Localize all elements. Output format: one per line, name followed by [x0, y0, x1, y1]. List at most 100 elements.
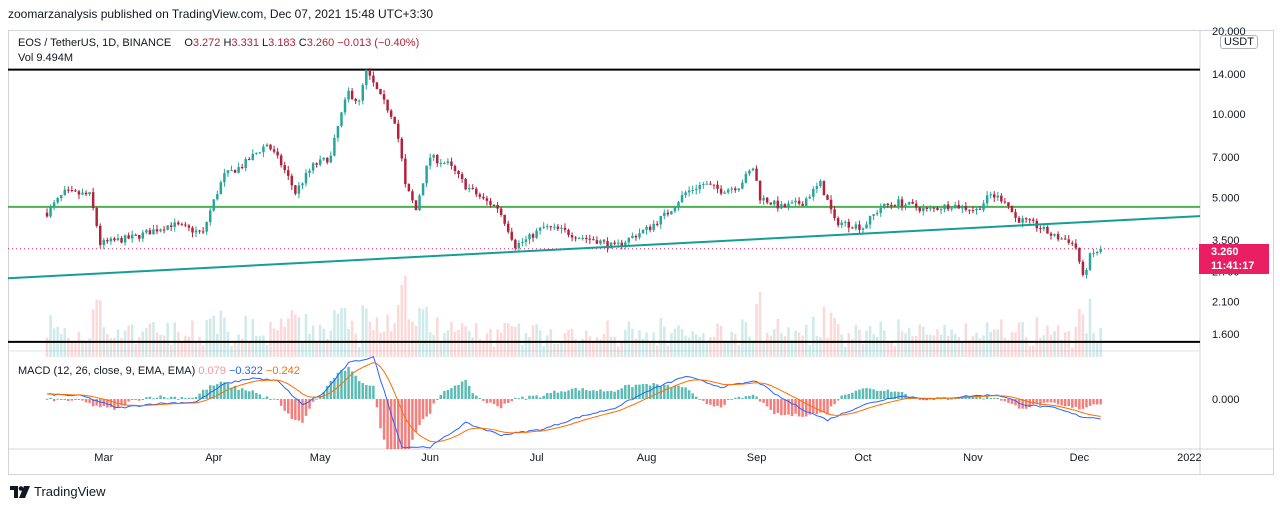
candle-body: [797, 200, 801, 204]
volume-bar: [542, 346, 545, 357]
volume-bar: [879, 321, 882, 357]
macd-histogram-bar: [460, 381, 464, 399]
candle-body: [641, 229, 645, 234]
macd-histogram-bar: [318, 396, 322, 399]
candle-body: [836, 218, 840, 226]
volume-bar: [726, 342, 730, 357]
volume-bar: [361, 305, 365, 357]
volume-bar: [723, 341, 726, 357]
volume-bar: [652, 332, 655, 357]
candle-body: [240, 167, 244, 169]
volume-bar: [138, 337, 141, 357]
candle-body: [1056, 234, 1060, 240]
candle-body: [581, 237, 584, 239]
time-tick-label: Oct: [854, 452, 871, 464]
volume-bar: [620, 340, 623, 357]
candle-body: [783, 204, 787, 207]
candle-body: [49, 206, 52, 217]
volume-bar: [762, 342, 765, 357]
volume-bar: [347, 328, 350, 357]
macd-histogram-bar: [521, 396, 524, 399]
macd-histogram-bar: [276, 399, 279, 400]
macd-histogram-bar: [52, 399, 56, 402]
macd-histogram-bar: [152, 398, 155, 400]
candle-body: [900, 199, 904, 207]
candle-body: [350, 90, 354, 100]
candle-body: [269, 144, 272, 150]
macd-histogram-bar: [350, 371, 354, 399]
candle-body: [166, 225, 169, 230]
macd-histogram-bar: [180, 396, 184, 399]
macd-histogram-bar: [379, 399, 382, 429]
time-tick-label: May: [310, 452, 331, 464]
macd-histogram-bar: [411, 399, 414, 440]
candle-body: [865, 224, 868, 229]
volume-bar: [436, 317, 439, 357]
candle-body: [709, 183, 712, 185]
volume-bar: [1081, 314, 1085, 357]
volume-bar: [1085, 333, 1088, 357]
macd-histogram-bar: [897, 391, 900, 399]
candle-body: [815, 186, 819, 189]
macd-histogram-bar: [680, 387, 684, 399]
candle-body: [439, 163, 443, 165]
volume-bar: [890, 342, 893, 357]
candle-body: [812, 188, 815, 197]
volume-bar: [1053, 331, 1056, 357]
volume-bar: [191, 320, 194, 357]
macd-label[interactable]: MACD (12, 26, close, 9, EMA, EMA): [18, 365, 196, 377]
open-value: 3.272: [192, 37, 221, 49]
candle-body: [666, 212, 670, 215]
volume-bar: [553, 343, 556, 357]
candle-body: [1067, 239, 1070, 243]
volume-label[interactable]: Vol: [18, 52, 34, 64]
macd-histogram-bar: [861, 388, 865, 399]
candle-body: [191, 227, 194, 233]
macd-histogram-bar: [890, 391, 893, 399]
volume-bar: [730, 331, 733, 357]
macd-histogram-bar: [726, 399, 730, 400]
volume-bar: [524, 332, 528, 357]
macd-histogram-bar: [567, 390, 570, 399]
candle-body: [113, 238, 116, 241]
candle-body: [1088, 253, 1092, 270]
macd-histogram-bar: [216, 384, 219, 399]
candle-body: [1071, 242, 1074, 244]
macd-histogram-bar: [595, 390, 599, 399]
macd-histogram-bar: [723, 399, 726, 405]
candle-body: [230, 169, 233, 171]
macd-histogram-bar: [1003, 399, 1007, 402]
candle-body: [400, 138, 404, 159]
candle-body: [918, 207, 921, 212]
macd-histogram-bar: [361, 383, 365, 399]
candle-body: [329, 155, 333, 163]
candle-body: [1081, 261, 1085, 275]
candle-body: [570, 235, 574, 238]
candle-body: [251, 153, 255, 160]
macd-histogram-bar: [673, 385, 677, 399]
volume-bar: [563, 333, 567, 357]
macd-histogram-bar: [847, 393, 851, 399]
macd-histogram-bar: [478, 397, 482, 399]
candle-body: [223, 173, 226, 183]
volume-bar: [822, 306, 826, 357]
candle-body: [616, 242, 620, 244]
candle-body: [897, 199, 900, 207]
candle-body: [1021, 218, 1024, 223]
symbol-label[interactable]: EOS / TetherUS, 1D, BINANCE: [18, 37, 172, 49]
trend-line[interactable]: [7, 215, 1201, 280]
macd-histogram-bar: [49, 397, 52, 399]
currency-button[interactable]: USDT: [1220, 35, 1258, 49]
volume-bar: [1024, 337, 1028, 357]
volume-bar: [425, 306, 428, 357]
macd-histogram-bar: [769, 399, 772, 410]
candle-body: [1028, 219, 1031, 221]
macd-histogram-bar: [1074, 399, 1078, 407]
volume-bar: [911, 336, 914, 357]
volume-bar: [159, 334, 162, 357]
macd-histogram-bar: [134, 399, 137, 400]
footer-brand[interactable]: TradingView: [10, 484, 106, 499]
volume-bar: [1003, 337, 1007, 357]
candle-body: [407, 184, 411, 192]
